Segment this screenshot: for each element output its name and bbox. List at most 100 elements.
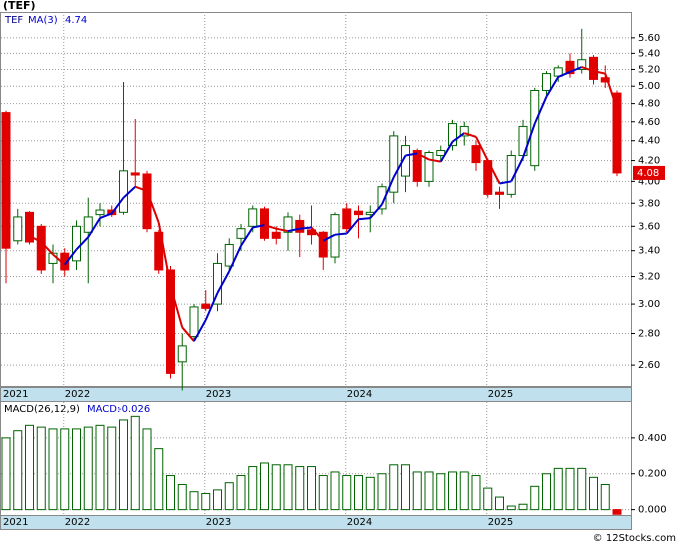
- candle-body: [424, 152, 434, 182]
- x-tick-label: 2024: [347, 517, 372, 528]
- ma-line: [252, 224, 265, 229]
- y-tick-label: 4.80: [638, 99, 660, 110]
- candle-body: [236, 228, 246, 239]
- y-tick-label: 3.40: [638, 246, 660, 257]
- macd-bar: [283, 464, 293, 511]
- y-tick-label: 0.200: [638, 469, 667, 480]
- candle-body: [600, 77, 610, 83]
- x-tick-label: 2022: [65, 517, 90, 528]
- ma-line: [204, 292, 219, 321]
- macd-bar: [248, 466, 258, 511]
- chart-title: (TEF): [3, 0, 36, 12]
- y-tick-label: 2.80: [638, 329, 660, 340]
- y-tick-label: 4.00: [638, 176, 660, 187]
- ma-line: [475, 136, 489, 162]
- macd-bar: [471, 475, 481, 511]
- macd-bar: [612, 509, 622, 515]
- candle-body: [95, 209, 105, 216]
- ma-line: [322, 233, 336, 242]
- macd-bar: [25, 424, 34, 511]
- y-tick-label: 0.000: [638, 505, 667, 516]
- macd-bar: [142, 428, 152, 511]
- y-tick-label: 5.00: [638, 81, 660, 92]
- macd-bar: [260, 462, 269, 511]
- ma-line: [216, 270, 231, 294]
- macd-bar: [483, 487, 493, 511]
- y-tick-label: 4.60: [638, 117, 660, 128]
- last-price-box: [633, 165, 665, 180]
- ma-line: [264, 224, 277, 230]
- macd-bar: [83, 426, 93, 511]
- macd-bar: [600, 484, 610, 511]
- macd-bar: [236, 475, 246, 511]
- ma-line: [522, 123, 536, 158]
- candle-body: [389, 135, 399, 193]
- ma-line: [169, 285, 184, 328]
- ma-line: [310, 226, 324, 242]
- x-tick-label: 2022: [65, 389, 90, 400]
- last-price-label: 4.08: [637, 168, 659, 179]
- candle-body: [154, 231, 164, 271]
- candle-body: [495, 191, 504, 195]
- macd-bar: [389, 464, 399, 511]
- candle-body: [201, 303, 211, 309]
- macd-bar: [412, 471, 422, 511]
- ma-line: [439, 141, 454, 163]
- candle-body: [166, 269, 175, 374]
- ma-line: [110, 197, 125, 215]
- macd-value: -0.026: [118, 404, 150, 415]
- macd-bar: [377, 473, 387, 511]
- macd-bar: [342, 475, 352, 511]
- macd-bar: [36, 426, 46, 511]
- year-strip: [0, 515, 632, 530]
- ma-line: [134, 185, 148, 193]
- ma-line: [52, 253, 66, 266]
- candle-body: [295, 219, 305, 233]
- ma-line: [99, 212, 113, 220]
- candle-body: [260, 208, 269, 239]
- candle-body: [577, 59, 587, 70]
- macd-bar: [506, 505, 516, 511]
- candle-body: [248, 208, 258, 227]
- y-tick-label: 5.40: [638, 48, 660, 59]
- candle-body: [459, 125, 469, 137]
- ma-line: [157, 222, 172, 287]
- candle-body: [471, 145, 481, 164]
- year-strip: [0, 387, 632, 402]
- candle-body: [542, 73, 551, 91]
- candle-body: [589, 56, 598, 80]
- macd-bar: [154, 448, 164, 511]
- x-tick-label: 2021: [3, 389, 28, 400]
- y-tick-label: 2.60: [638, 360, 660, 371]
- ma-line: [358, 217, 371, 221]
- ma-line: [451, 132, 465, 143]
- macd-bar: [201, 492, 211, 511]
- candle-body: [83, 216, 93, 233]
- ma-line: [428, 158, 441, 163]
- y-tick-label: 0.400: [638, 433, 667, 444]
- candle-body: [36, 225, 46, 271]
- candle-body: [612, 92, 622, 174]
- ma-line: [193, 319, 207, 342]
- candle-body: [189, 306, 199, 338]
- macd-bar: [72, 428, 81, 511]
- legend-ma: MA(3): [28, 15, 58, 26]
- macd-bar: [436, 473, 446, 511]
- ma-line: [392, 155, 407, 178]
- ma-line: [510, 157, 524, 182]
- legend-symbol: TEF: [4, 15, 23, 26]
- macd-bar: [448, 471, 457, 511]
- y-tick-label: 3.20: [638, 272, 660, 283]
- candle-body: [448, 123, 457, 147]
- ma-line: [228, 245, 242, 272]
- candle-body: [13, 216, 23, 242]
- x-tick-label: 2023: [206, 517, 231, 528]
- ma-line: [122, 186, 136, 199]
- macd-bar: [177, 484, 187, 511]
- ma-line: [581, 66, 594, 73]
- macd-bar: [530, 485, 540, 511]
- ma-line: [416, 152, 430, 161]
- y-tick-label: 3.80: [638, 198, 660, 209]
- macd-bar: [119, 419, 128, 511]
- macd-legend: MACD(26,12,9): [4, 404, 80, 415]
